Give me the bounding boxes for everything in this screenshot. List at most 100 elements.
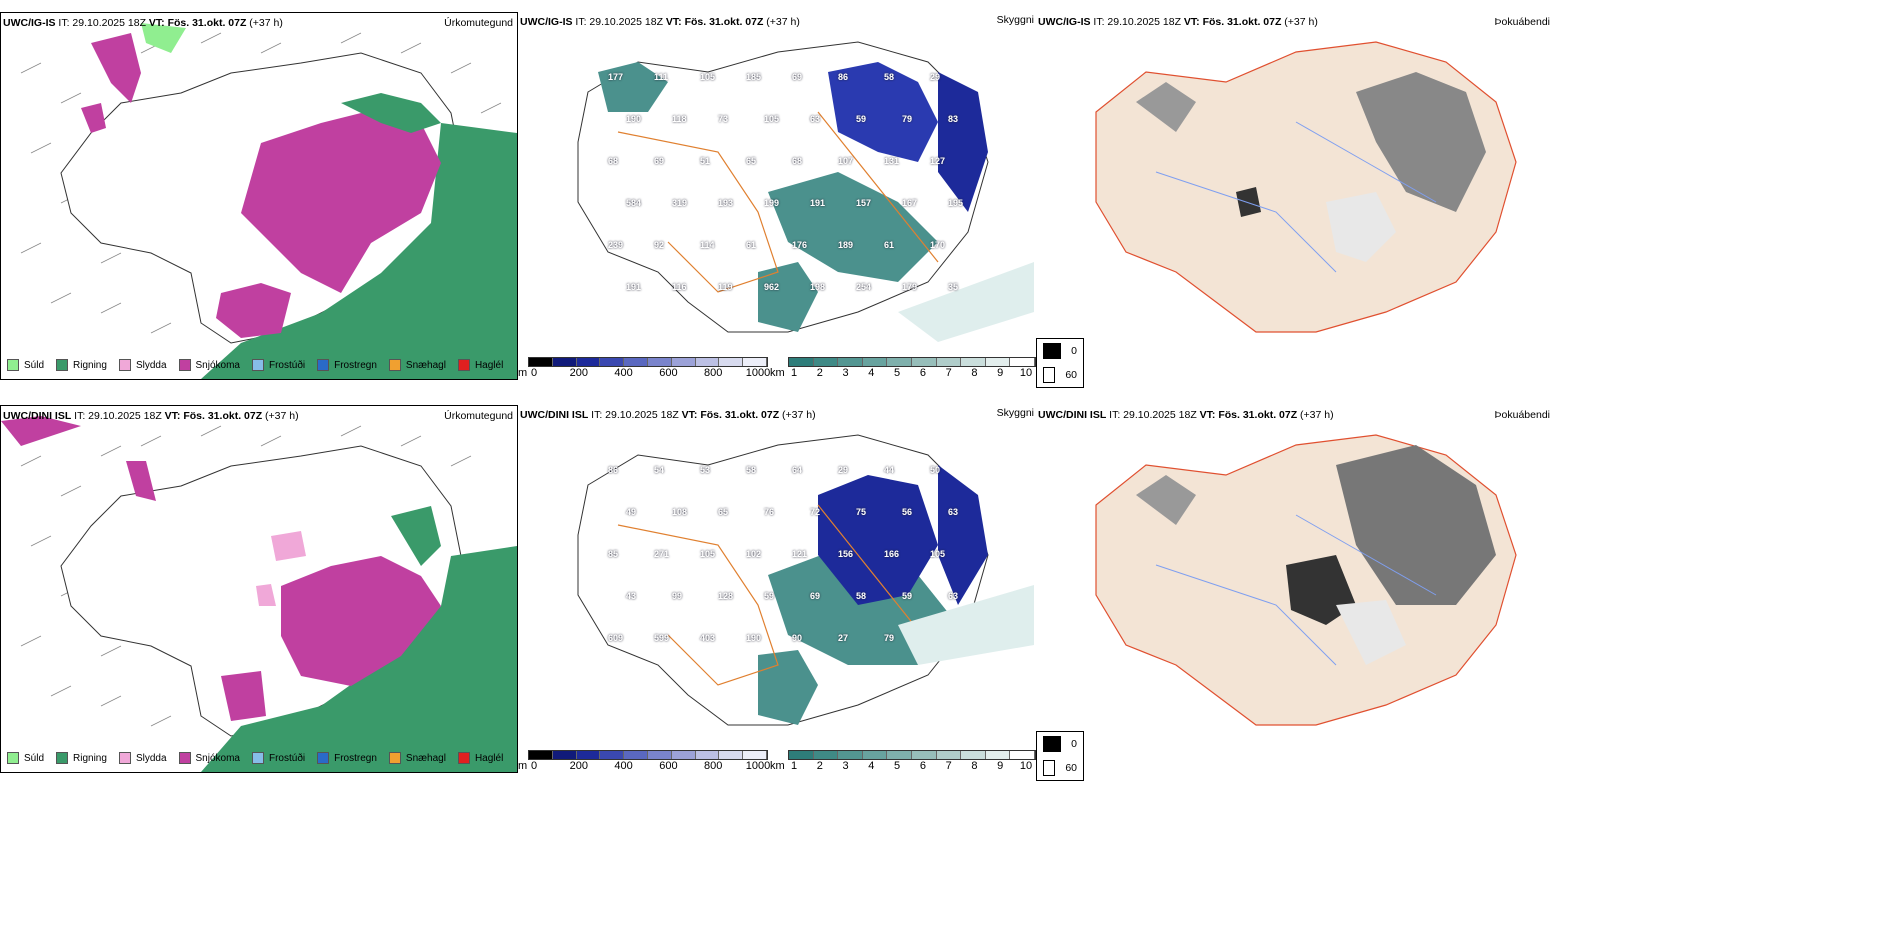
visibility-value-label: 59 bbox=[902, 591, 913, 601]
colorbar-segment bbox=[529, 751, 553, 759]
visibility-value-label: 69 bbox=[654, 156, 665, 166]
visibility-value-label: 111 bbox=[654, 72, 669, 82]
colorbar-tick-label: 1000 bbox=[745, 367, 771, 379]
visibility-value-label: 86 bbox=[608, 465, 619, 475]
visibility-value-label: 114 bbox=[700, 240, 715, 250]
colorbar-tick-label: 9 bbox=[997, 760, 1004, 772]
visibility-value-label: 61 bbox=[884, 240, 895, 250]
visibility-colorbar-swatches bbox=[788, 357, 1036, 367]
fog-legend-2: 0 60 bbox=[1036, 731, 1084, 781]
height-unit: m bbox=[518, 760, 528, 772]
visibility-value-label: 51 bbox=[700, 156, 711, 166]
colorbar-segment bbox=[552, 751, 577, 759]
legend-label: Snjókoma bbox=[195, 359, 240, 371]
visibility-value-label: 65 bbox=[746, 156, 757, 166]
colorbar-segment bbox=[789, 751, 814, 759]
colorbar-segment bbox=[862, 358, 888, 366]
valid-time: Fös. 31.okt. 07Z bbox=[183, 410, 263, 422]
fog-legend-row: 0 bbox=[1037, 732, 1083, 756]
colorbar-segment bbox=[719, 751, 744, 759]
visibility-value-label: 27 bbox=[838, 633, 849, 643]
colorbar-segment bbox=[1010, 751, 1035, 759]
legend-label: Haglél bbox=[474, 752, 504, 764]
legend-label: Slydda bbox=[135, 359, 167, 371]
valid-label: VT: bbox=[1183, 16, 1200, 28]
colorbar-tick-label: 0 bbox=[530, 760, 538, 772]
visibility-value-label: 105 bbox=[700, 549, 716, 559]
colorbar-segment bbox=[936, 358, 962, 366]
colorbar-tick-label: 7 bbox=[945, 760, 952, 772]
visibility-panel-2: UWC/DINI ISL IT: 29.10.2025 18Z VT: Fös.… bbox=[518, 405, 1034, 771]
legend-label: Rigning bbox=[73, 752, 107, 764]
visibility-value-label: 127 bbox=[930, 156, 946, 166]
legend-swatch bbox=[317, 752, 330, 764]
colorbar-tick-label: 800 bbox=[704, 367, 723, 379]
visibility-value-label: 105 bbox=[930, 549, 946, 559]
colorbar-tick-label: 4 bbox=[868, 367, 875, 379]
visibility-header-1: UWC/IG-IS IT: 29.10.2025 18Z VT: Fös. 31… bbox=[520, 16, 800, 28]
colorbar-tick-label: 6 bbox=[919, 760, 926, 772]
init-time: IT: 29.10.2025 18Z bbox=[1093, 16, 1181, 28]
legend-swatch bbox=[388, 752, 401, 764]
fog-map-2 bbox=[1095, 434, 1517, 726]
colorbar-segment bbox=[529, 358, 553, 366]
fog-value: 0 bbox=[1071, 345, 1077, 357]
visibility-value-label: 185 bbox=[746, 72, 762, 82]
colorbar-segment bbox=[671, 751, 696, 759]
fog-title-1: Þokuábendi bbox=[1494, 16, 1550, 28]
legend-label: Frostregn bbox=[334, 359, 377, 371]
colorbar-segment bbox=[647, 751, 672, 759]
legend-swatch bbox=[251, 752, 264, 764]
visibility-value-label: 85 bbox=[608, 549, 619, 559]
model-name: UWC/IG-IS bbox=[520, 16, 573, 28]
legend-label: Snæhagl bbox=[405, 752, 446, 764]
visibility-value-label: 43 bbox=[626, 591, 637, 601]
visibility-value-label: 54 bbox=[654, 465, 665, 475]
colorbar-segment bbox=[647, 358, 672, 366]
visibility-value-label: 107 bbox=[838, 156, 854, 166]
fog-value: 60 bbox=[1065, 762, 1077, 774]
visibility-value-label: 53 bbox=[700, 465, 711, 475]
lead-time: (+37 h) bbox=[249, 17, 283, 29]
visibility-value-label: 79 bbox=[884, 633, 895, 643]
height-colorbar-1: m 0 200 400 600 800 1000 bbox=[518, 357, 770, 383]
init-time: IT: 29.10.2025 18Z bbox=[1109, 409, 1197, 421]
visibility-map-1 bbox=[577, 41, 1034, 342]
visibility-unit: km bbox=[770, 367, 785, 379]
visibility-colorbar-swatches bbox=[788, 750, 1036, 760]
visibility-value-label: 157 bbox=[856, 198, 872, 208]
legend-item: Haglél bbox=[457, 752, 504, 764]
legend-item: Snjókoma bbox=[178, 752, 240, 764]
visibility-unit: km bbox=[770, 760, 785, 772]
colorbar-segment bbox=[1010, 358, 1035, 366]
visibility-header-2: UWC/DINI ISL IT: 29.10.2025 18Z VT: Fös.… bbox=[520, 409, 816, 421]
legend-item: Slydda bbox=[118, 752, 167, 764]
fog-panel-2: UWC/DINI ISL IT: 29.10.2025 18Z VT: Fös.… bbox=[1036, 405, 1552, 771]
legend-swatch bbox=[118, 752, 131, 764]
legend-label: Súld bbox=[24, 752, 45, 764]
visibility-value-label: 131 bbox=[884, 156, 900, 166]
legend-swatch bbox=[317, 359, 330, 371]
colorbar-tick-label: 10 bbox=[1019, 367, 1033, 379]
visibility-value-label: 176 bbox=[792, 240, 808, 250]
legend-swatch bbox=[178, 752, 191, 764]
visibility-value-label: 69 bbox=[792, 72, 803, 82]
height-colorbar-swatches bbox=[528, 750, 768, 760]
visibility-value-label: 76 bbox=[764, 507, 775, 517]
legend-item: Snjókoma bbox=[178, 359, 240, 371]
colorbar-segment bbox=[624, 751, 648, 759]
visibility-value-label: 609 bbox=[608, 633, 624, 643]
colorbar-segment bbox=[961, 751, 986, 759]
colorbar-segment bbox=[985, 358, 1011, 366]
visibility-title-2: Skyggni bbox=[996, 407, 1034, 419]
fog-swatch bbox=[1043, 367, 1056, 383]
fog-header-2: UWC/DINI ISL IT: 29.10.2025 18Z VT: Fös.… bbox=[1038, 409, 1334, 421]
visibility-value-label: 191 bbox=[810, 198, 826, 208]
colorbar-tick-label: 1 bbox=[790, 367, 798, 379]
visibility-colorbar-2: km 1 2 3 4 5 6 7 8 9 10 bbox=[770, 750, 1036, 776]
precip-legend-1: Súld Rigning Slydda Snjókoma Frostúði Fr… bbox=[1, 351, 517, 379]
visibility-colorbar-1: km 1 2 3 4 5 6 7 8 9 10 bbox=[770, 357, 1036, 383]
visibility-value-label: 59 bbox=[856, 114, 867, 124]
fog-legend-1: 0 60 bbox=[1036, 338, 1084, 388]
model-name: UWC/DINI ISL bbox=[520, 409, 589, 421]
